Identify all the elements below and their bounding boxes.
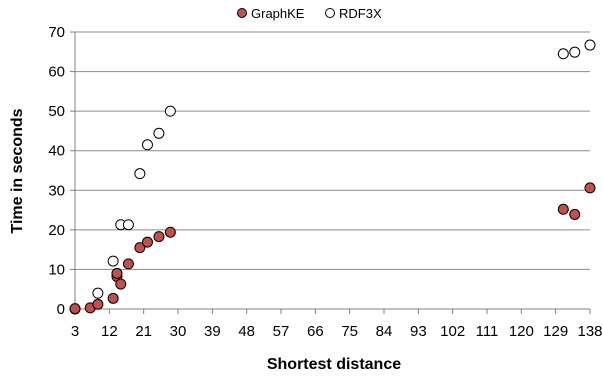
data-point-rdf3x	[569, 46, 581, 58]
data-point-graphke	[115, 278, 127, 290]
data-point-rdf3x	[122, 219, 134, 231]
data-points	[69, 39, 596, 315]
y-axis-title: Time in seconds	[9, 108, 26, 233]
x-tick-label: 93	[410, 323, 427, 340]
x-tick-label: 12	[101, 323, 118, 340]
x-tick-label: 102	[440, 323, 465, 340]
x-tick-label: 129	[543, 323, 568, 340]
tick-labels: 0 10 20 30 40 50 60 70 3 12 21 30 39 48 57 66 75 84 93 102 1…	[48, 24, 602, 340]
x-tick-label: 48	[238, 323, 255, 340]
y-tick-label: 0	[57, 301, 65, 318]
data-point-graphke	[141, 236, 153, 248]
y-tick-label: 60	[48, 64, 65, 81]
data-point-graphke	[584, 182, 596, 194]
data-point-graphke	[569, 208, 581, 220]
y-tick-label: 50	[48, 103, 65, 120]
legend: GraphKE RDF3X	[237, 6, 382, 21]
data-point-graphke	[164, 226, 176, 238]
y-tick-label: 40	[48, 143, 65, 160]
data-point-graphke	[557, 203, 569, 215]
x-tick-label: 138	[577, 323, 602, 340]
data-point-graphke	[107, 292, 119, 304]
legend-marker-graphke	[237, 8, 247, 18]
data-point-graphke	[122, 258, 134, 270]
data-point-rdf3x	[107, 255, 119, 267]
x-tick-label: 57	[273, 323, 290, 340]
x-tick-label: 30	[170, 323, 187, 340]
y-tick-label: 10	[48, 261, 65, 278]
legend-label-rdf3x: RDF3X	[339, 6, 382, 21]
data-point-rdf3x	[92, 287, 104, 299]
data-point-graphke	[134, 242, 146, 254]
x-tick-label: 120	[509, 323, 534, 340]
y-tick-label: 30	[48, 182, 65, 199]
x-tick-label: 21	[135, 323, 152, 340]
x-tick-label: 39	[204, 323, 221, 340]
data-point-rdf3x	[141, 139, 153, 151]
x-tick-label: 75	[341, 323, 358, 340]
data-point-rdf3x	[134, 168, 146, 180]
axes	[70, 31, 591, 314]
data-point-graphke	[69, 303, 81, 315]
data-point-rdf3x	[164, 105, 176, 117]
legend-marker-rdf3x	[325, 8, 335, 18]
data-point-graphke	[153, 231, 165, 243]
y-tick-label: 70	[48, 24, 65, 41]
legend-label-graphke: GraphKE	[251, 6, 305, 21]
data-point-rdf3x	[153, 127, 165, 139]
data-point-rdf3x	[557, 48, 569, 60]
grid-lines	[75, 31, 590, 270]
data-point-graphke	[92, 298, 104, 310]
data-point-graphke	[111, 267, 123, 279]
x-tick-label: 3	[71, 323, 79, 340]
data-point-rdf3x	[584, 39, 596, 51]
y-tick-label: 20	[48, 222, 65, 239]
x-tick-label: 111	[476, 323, 499, 340]
x-tick-label: 84	[376, 323, 393, 340]
x-axis-title: Shortest distance	[267, 356, 401, 373]
x-tick-label: 66	[307, 323, 324, 340]
